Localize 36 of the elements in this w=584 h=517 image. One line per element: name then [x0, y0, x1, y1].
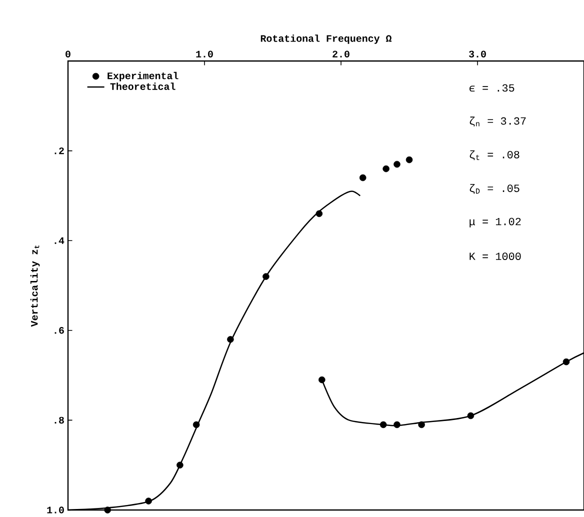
point: [406, 156, 413, 164]
point: [145, 498, 152, 504]
point: [192, 421, 200, 428]
annotation: ζ$_{D}$ = .05: [470, 184, 520, 194]
point: [318, 376, 326, 384]
annotation: ζ$_{n}$ = 3.37: [470, 116, 526, 127]
point: [394, 421, 400, 428]
x-tick-label: 3.0: [469, 50, 486, 58]
y-tick-label: .6: [54, 327, 64, 334]
y-tick-label: .4: [54, 237, 64, 244]
point: [227, 336, 234, 343]
x-axis-title: Rotational Frequency Ω: [260, 34, 392, 44]
annotation: K = 1000: [470, 252, 521, 260]
annotation: ϵ = .35: [470, 84, 514, 92]
point: [467, 412, 474, 420]
x-tick-label: 1.0: [196, 50, 213, 58]
point: [394, 160, 400, 168]
point: [562, 358, 570, 366]
y-axis-title: Verticality z$_{t}$: [30, 245, 40, 327]
legend-label: Theoretical: [110, 82, 176, 90]
y-tick-label: .8: [54, 416, 64, 424]
point: [359, 174, 366, 182]
annotation: ζ$_{t}$ = .08: [470, 150, 520, 160]
y-tick-label: .2: [54, 147, 64, 154]
x-tick-label: 0: [66, 50, 70, 58]
point: [380, 421, 387, 428]
annotation: μ = 1.02: [470, 218, 521, 228]
point: [316, 210, 323, 218]
legend-label: Experimental: [108, 72, 178, 82]
point: [176, 462, 184, 468]
point: [262, 273, 270, 280]
x-tick-label: 2.0: [332, 50, 350, 58]
point: [104, 506, 111, 514]
point: [382, 165, 390, 172]
point: [418, 421, 425, 428]
y-tick-label: 1.0: [47, 506, 64, 514]
